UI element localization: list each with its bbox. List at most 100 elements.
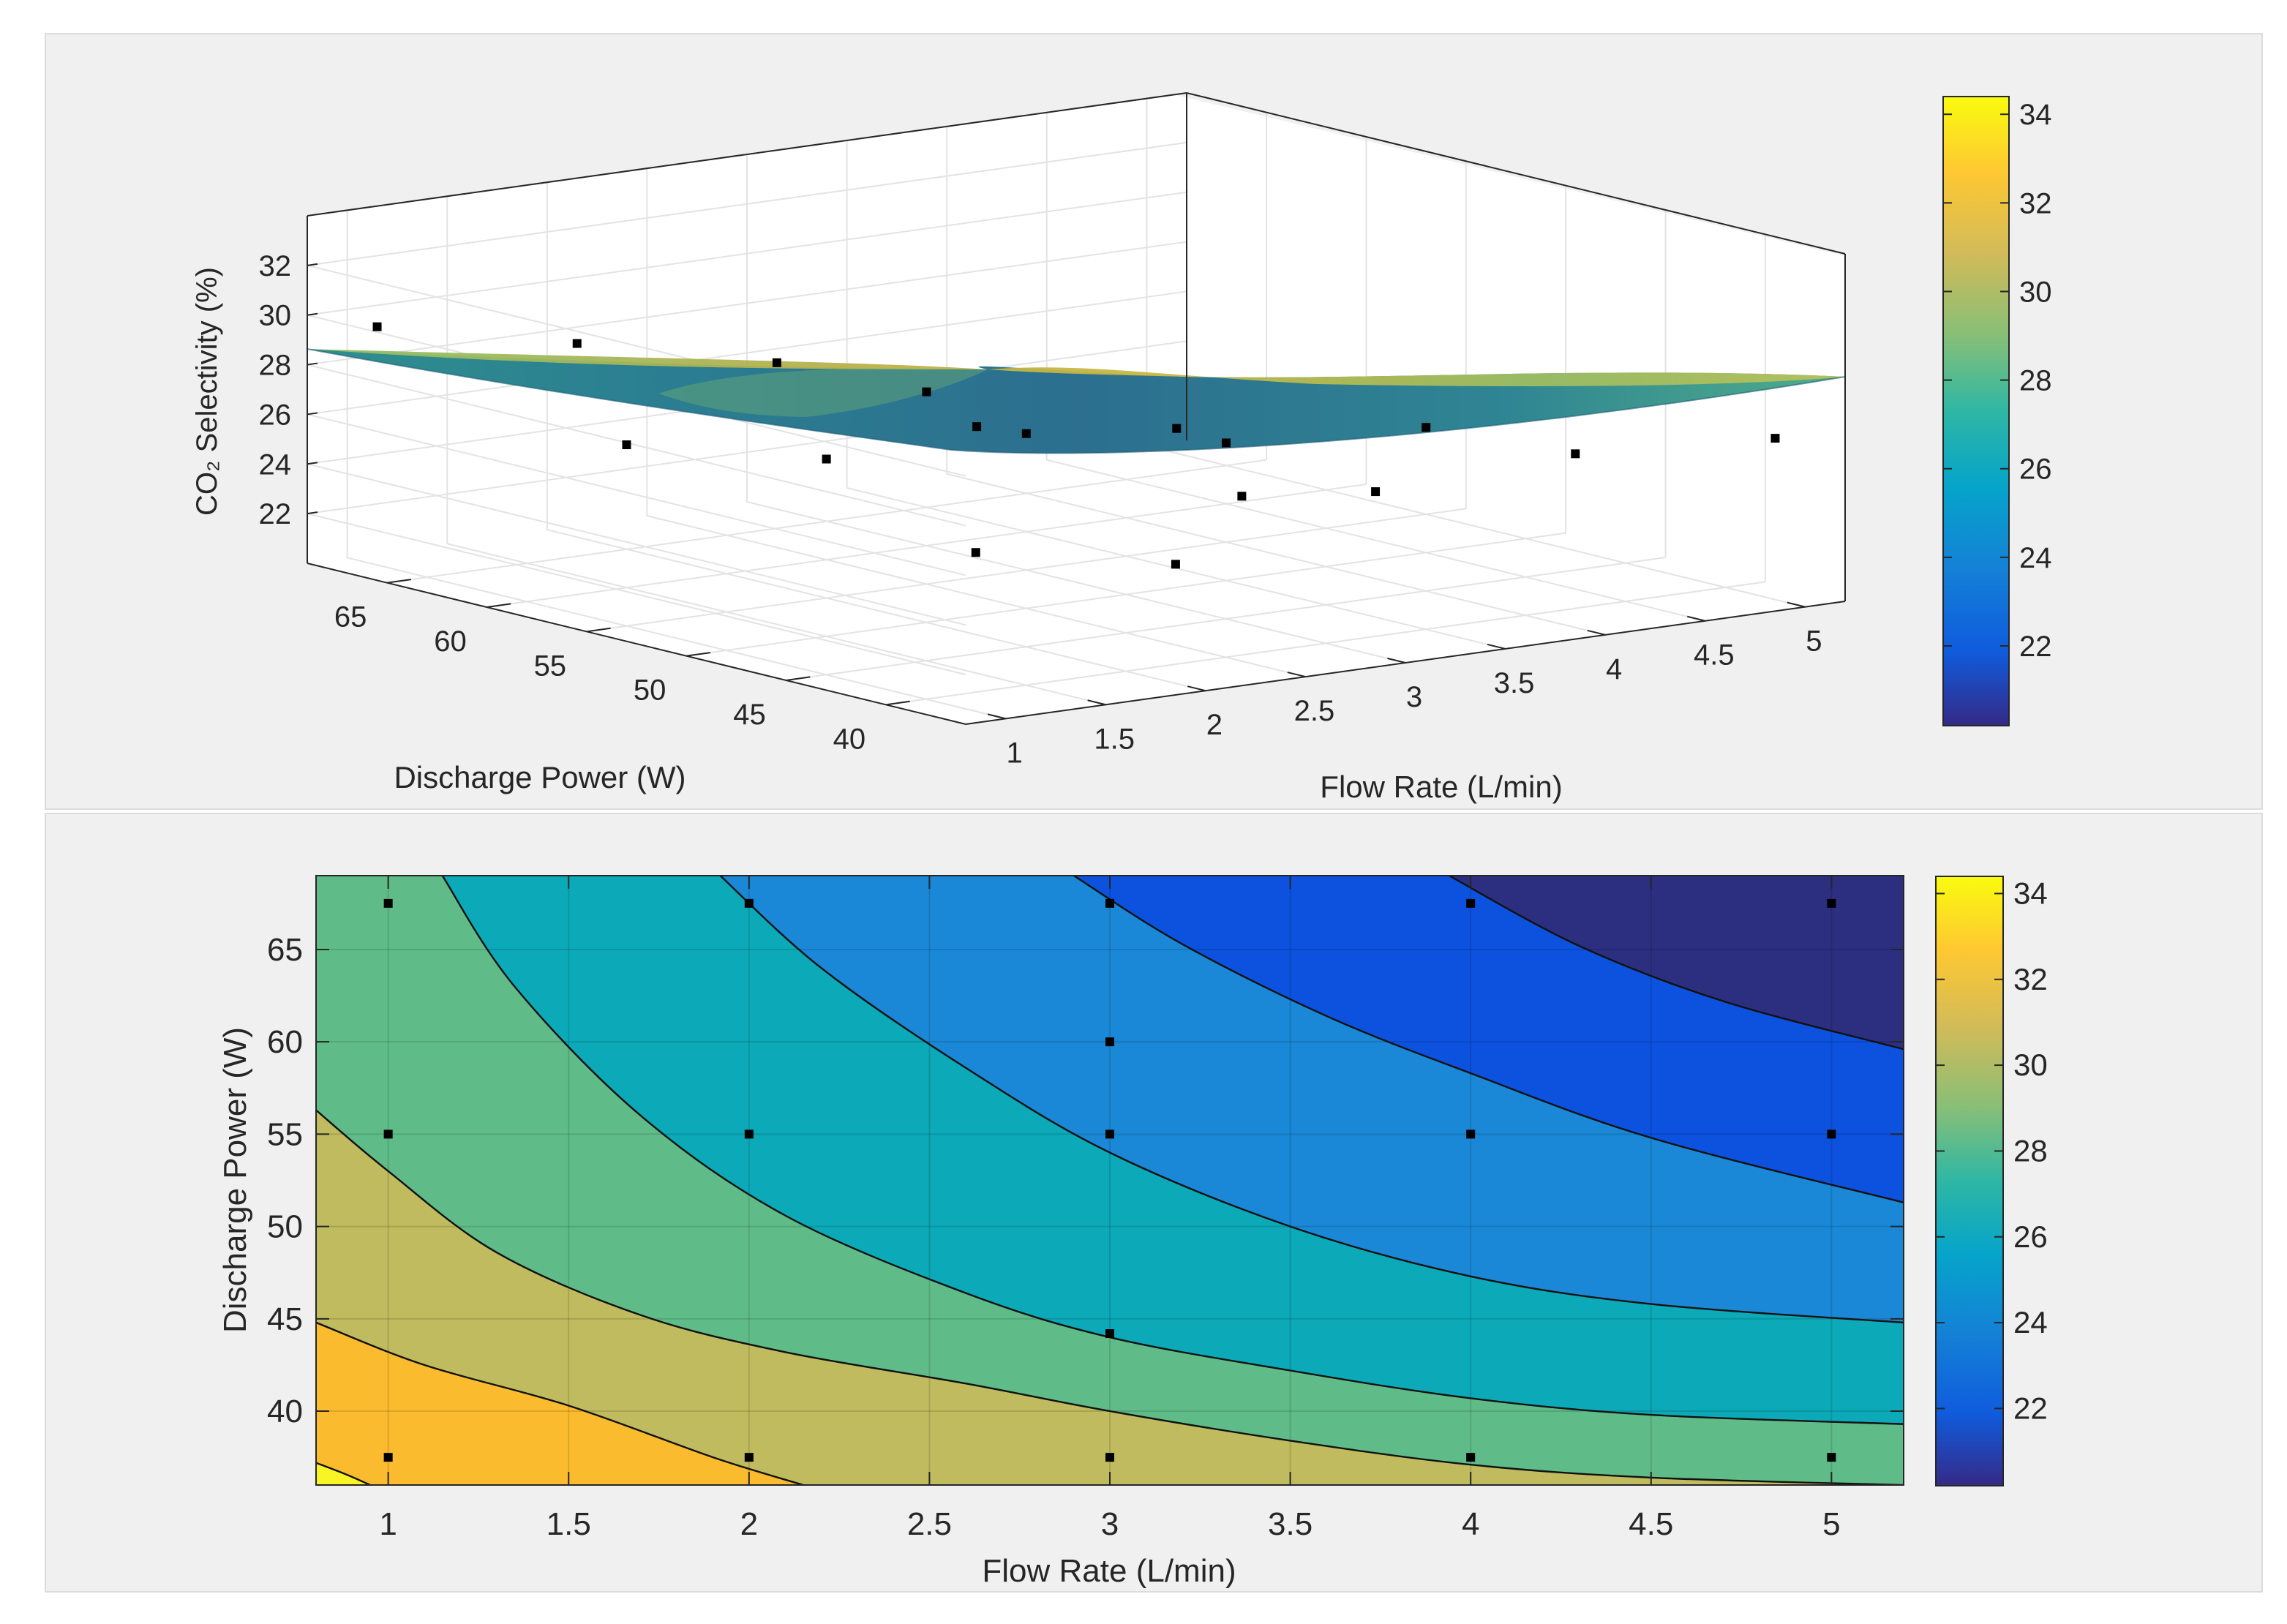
tick-label-y3d: 50 <box>634 674 666 707</box>
y-axis-label: Discharge Power (W) <box>217 1027 253 1333</box>
colorbar-tick-label: 34 <box>2013 876 2048 910</box>
data-point <box>1105 1453 1114 1462</box>
colorbar-tick-label: 28 <box>2013 1133 2048 1168</box>
floor-plane <box>307 486 1845 724</box>
tick-label-y3d: 40 <box>833 723 866 755</box>
tick-x3d <box>1087 699 1106 706</box>
axis-edge-3d <box>1186 92 1846 255</box>
contour-fills <box>316 876 1904 1485</box>
tick-x3d <box>1787 601 1806 608</box>
surface-top-band <box>307 349 1845 386</box>
colorbar-tick-label: 28 <box>2019 365 2052 397</box>
data-point-3d <box>1770 434 1780 443</box>
data-point <box>744 898 754 908</box>
colorbar-bottom-gradient <box>1935 876 2004 1486</box>
tick-x3d <box>1587 629 1606 636</box>
tick-label-x: 3.5 <box>1268 1506 1313 1542</box>
data-point-3d <box>1237 492 1247 501</box>
tick-x3d <box>987 713 1006 720</box>
tick-label-x3d: 3 <box>1406 681 1422 713</box>
tick-y3d <box>686 652 711 657</box>
contour-ticks: 1 1.5 2 2.5 3 3.5 4 4.5 5 40 45 50 55 60 65 <box>267 876 1904 1542</box>
tick-label-y: 50 <box>267 1209 303 1245</box>
data-point-3d <box>971 548 980 557</box>
data-point-3d <box>572 339 582 348</box>
colorbar-tick-label: 22 <box>2019 631 2052 663</box>
data-point-3d <box>1222 438 1231 448</box>
grid-line-y3d <box>487 484 1367 608</box>
data-point <box>1466 1129 1476 1139</box>
tick-label-y: 60 <box>267 1024 303 1060</box>
data-point-3d <box>1422 423 1431 432</box>
z-axis-label: CO₂ Selectivity (%) <box>191 267 223 516</box>
tick-label-y: 55 <box>267 1116 303 1152</box>
tick-label-y: 40 <box>267 1394 303 1429</box>
colorbar-top: 22 24 26 28 30 32 34 <box>1942 96 2052 726</box>
grid-line-x3d <box>346 210 1006 720</box>
tick-label-x: 1.5 <box>547 1506 591 1542</box>
tick-label-x: 2 <box>740 1506 758 1542</box>
grid-line-y3d <box>386 459 1267 584</box>
contour-line <box>316 1109 1904 1485</box>
tick-label-z3d: 24 <box>259 448 292 481</box>
contour-line <box>1449 876 1904 1050</box>
data-point-3d <box>1571 449 1580 459</box>
grid-line-y3d <box>885 581 1766 706</box>
tick-y3d <box>586 627 611 633</box>
data-point-3d <box>922 387 931 396</box>
tick-label-x: 1 <box>379 1506 397 1542</box>
tick-label-x3d: 1 <box>1007 737 1023 769</box>
grid-line-x3d <box>646 168 1306 678</box>
data-point-3d <box>972 422 982 432</box>
data-point <box>1466 898 1476 908</box>
data-point-3d <box>1371 487 1381 497</box>
tick-z3d <box>307 511 318 515</box>
contour-plot: 1 1.5 2 2.5 3 3.5 4 4.5 5 40 45 50 55 60 65 Flow Rate … <box>217 875 1904 1589</box>
grid-line-x3d <box>546 182 1206 692</box>
colorbar-tick-label: 32 <box>2019 187 2052 219</box>
surface-highlight <box>658 368 988 417</box>
data-point-3d <box>822 454 831 464</box>
data-point <box>744 1129 754 1139</box>
grid-3d <box>307 98 1806 720</box>
grid-line-x3d <box>946 126 1606 636</box>
grid-line-y3d <box>586 508 1466 633</box>
contour-lines <box>316 876 1904 1485</box>
tick-y3d <box>786 676 811 681</box>
grid-line-y3d <box>786 557 1666 681</box>
x-axis-label-3d: Flow Rate (L/min) <box>1320 770 1562 804</box>
colorbar-tick-label: 34 <box>2019 99 2052 131</box>
data-point <box>1827 898 1836 908</box>
x-axis-label: Flow Rate (L/min) <box>982 1553 1236 1589</box>
tick-label-x: 4.5 <box>1629 1506 1673 1542</box>
data-point-3d <box>1172 424 1182 433</box>
tick-z3d <box>307 412 318 416</box>
back-wall-right <box>1176 95 1845 601</box>
tick-x3d <box>1287 672 1306 678</box>
data-point <box>1466 1453 1476 1462</box>
axes-3d: 1 1.5 2 2.5 3 3.5 4 4.5 5 40 45 50 55 60 65 22 24 26 28 30 3… <box>259 92 1846 769</box>
tick-label-x3d: 5 <box>1806 625 1822 658</box>
grid-line-x3d <box>746 154 1406 663</box>
contour-line <box>316 1462 371 1485</box>
tick-label-y3d: 60 <box>434 625 467 658</box>
tick-label-x: 4 <box>1462 1506 1479 1542</box>
colorbar-tick-label: 24 <box>2013 1305 2048 1339</box>
colorbar-tick-label: 26 <box>2019 454 2052 486</box>
tick-z3d <box>307 362 318 366</box>
colorbar-tick-label: 22 <box>2013 1391 2048 1425</box>
tick-y3d <box>386 579 412 584</box>
y-axis-label-3d: Discharge Power (W) <box>394 760 686 794</box>
data-point-3d <box>772 358 781 367</box>
tick-label-z3d: 22 <box>259 498 292 530</box>
tick-z3d <box>307 263 318 266</box>
grid-line-x3d <box>446 196 1106 706</box>
colorbar-top-gradient <box>1942 96 2010 726</box>
tick-label-x: 5 <box>1822 1506 1840 1542</box>
contour-line <box>441 876 1904 1425</box>
tick-label-x: 2.5 <box>907 1506 952 1542</box>
contour-band <box>316 1322 803 1485</box>
data-points-3d <box>372 322 1780 569</box>
tick-label-x3d: 3.5 <box>1494 667 1535 699</box>
